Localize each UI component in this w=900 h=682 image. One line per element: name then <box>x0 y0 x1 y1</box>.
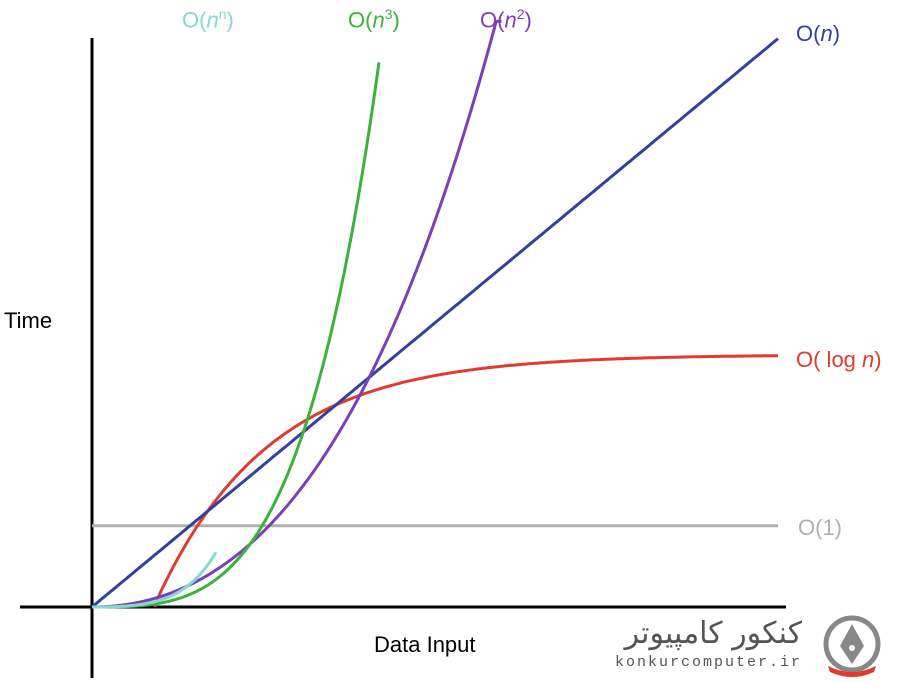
series-line-ologn <box>153 354 778 607</box>
pen-nib-logo-icon <box>823 615 881 677</box>
watermark-text-fa: کنکور کامپیوتر <box>624 616 802 651</box>
label-on: O(n) <box>796 21 841 46</box>
watermark: کنکور کامپیوتر konkurcomputer.ir <box>615 614 890 678</box>
y-axis-label: Time <box>4 308 53 333</box>
label-o1: O(1) <box>798 515 842 540</box>
series-line-on <box>91 37 779 609</box>
x-axis-label: Data Input <box>374 632 476 657</box>
label-on2: O(n2) <box>480 6 532 33</box>
label-on3: O(n3) <box>348 6 400 33</box>
label-ologn: O( log n) <box>796 347 882 372</box>
series-line-onn <box>92 551 218 609</box>
series-line-on2 <box>92 19 502 609</box>
watermark-text-en: konkurcomputer.ir <box>614 654 802 671</box>
label-onn: O(nn) <box>182 6 234 33</box>
